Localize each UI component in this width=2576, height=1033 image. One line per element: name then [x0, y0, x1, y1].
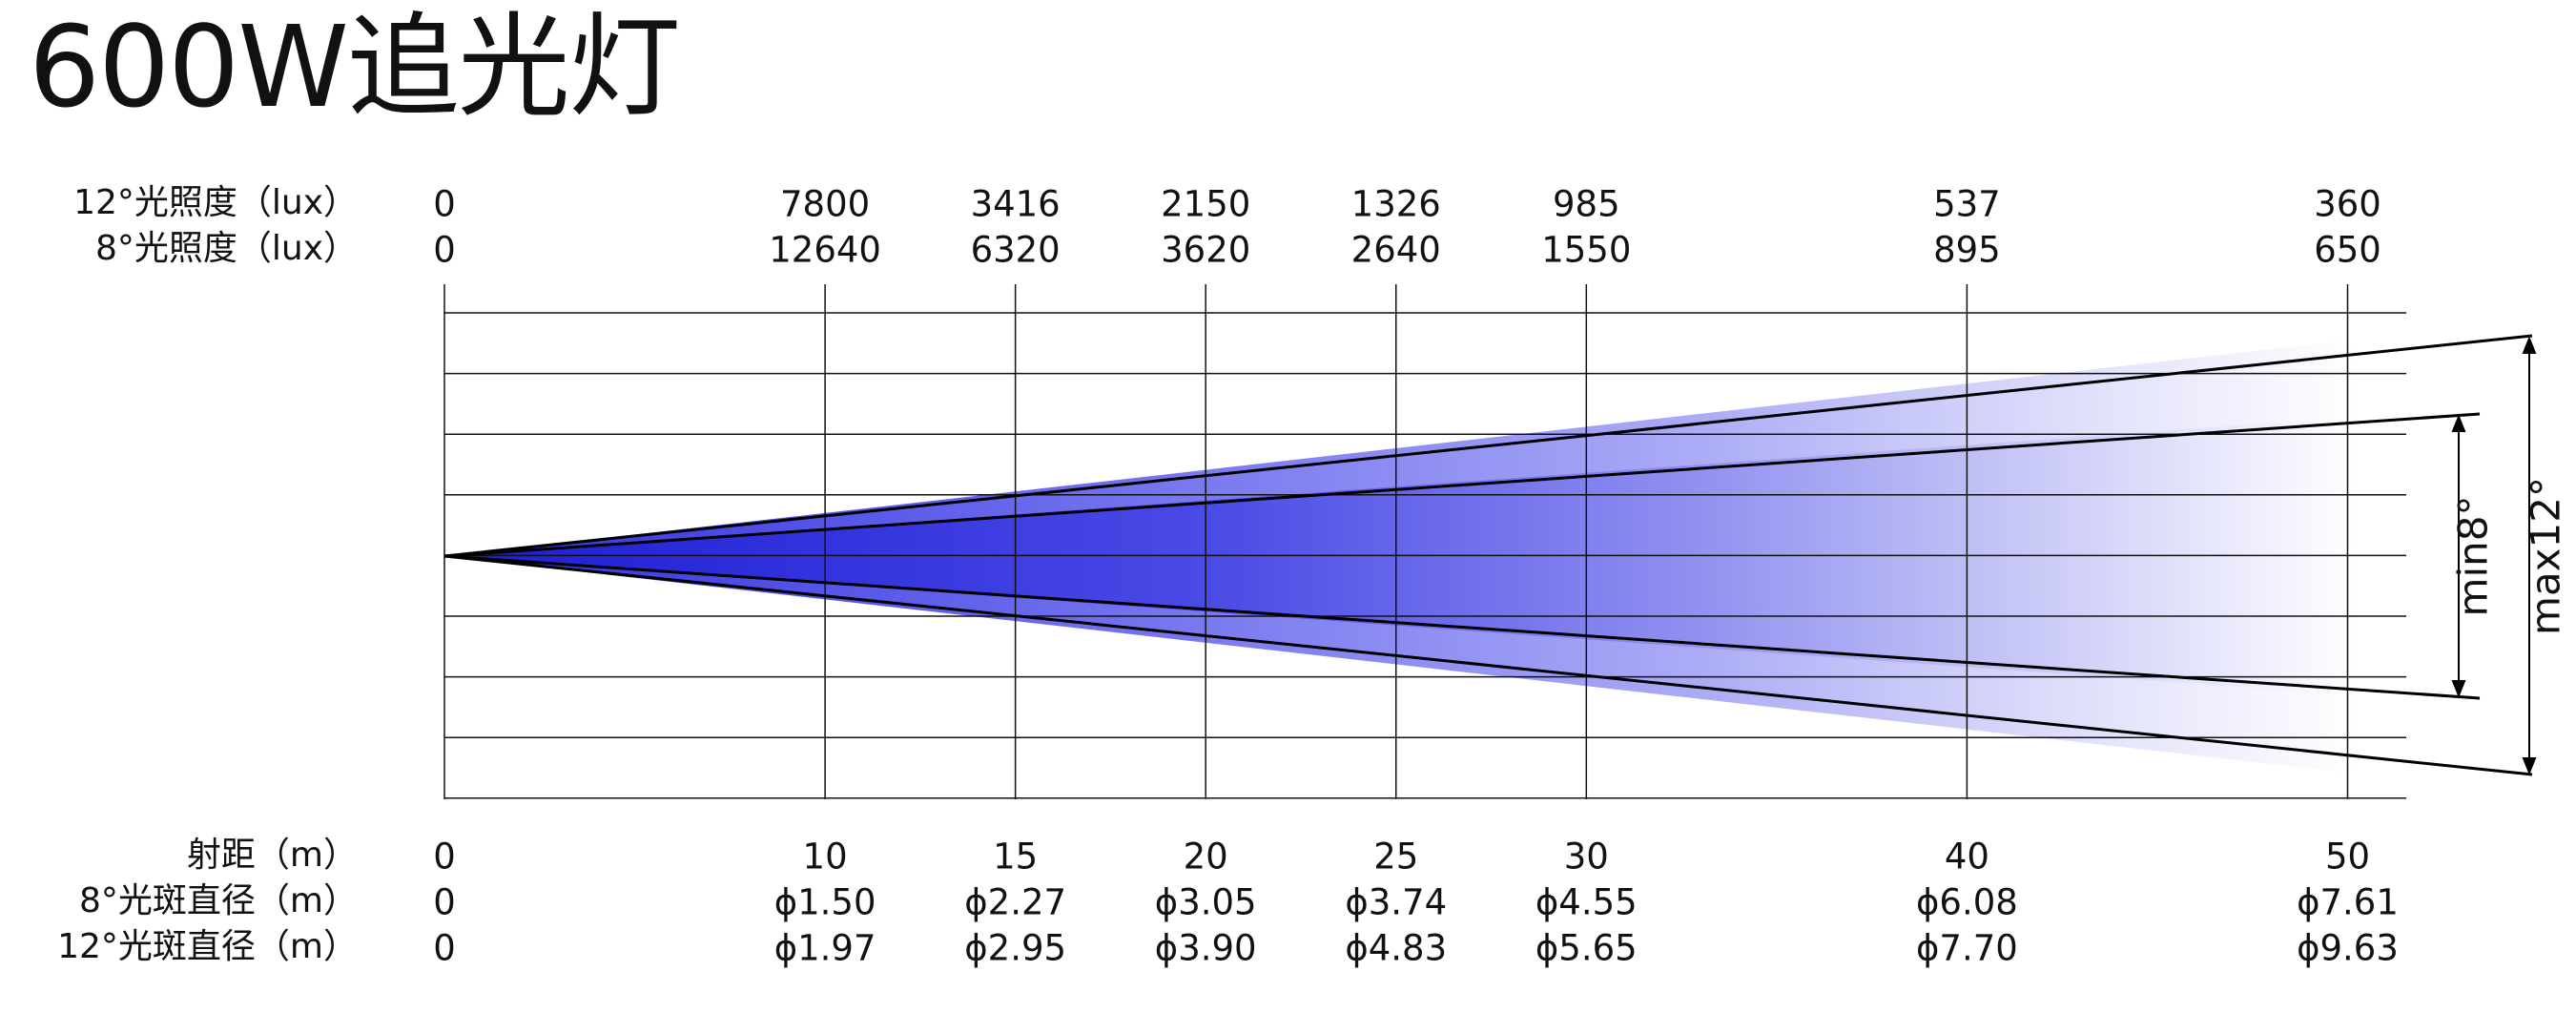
distance-value: 15	[993, 837, 1038, 878]
spot-8deg-value: ϕ3.05	[1155, 882, 1257, 923]
page-title: 600W追光灯	[29, 1, 681, 133]
lux-12deg-value: 1326	[1351, 184, 1441, 225]
lux-8deg-value: 12640	[769, 230, 881, 271]
distance-value: 40	[1945, 837, 1989, 878]
lux-12deg-value: 7800	[780, 184, 870, 225]
beam-12deg-upper-edge	[443, 334, 2533, 558]
distance-value: 20	[1184, 837, 1228, 878]
spot-8deg-value: ϕ7.61	[2297, 882, 2399, 923]
beam-8deg-lower-edge	[443, 554, 2481, 700]
spot-8deg-value: ϕ4.55	[1535, 882, 1638, 923]
lux-12deg-value: 0	[433, 184, 456, 225]
spot-8deg-value: ϕ6.08	[1916, 882, 2018, 923]
spot-12deg-value: ϕ3.90	[1155, 928, 1257, 969]
min-angle-arrow-top	[2451, 414, 2466, 432]
spot-8deg-value: ϕ1.50	[774, 882, 876, 923]
beam-8deg-upper-edge	[443, 412, 2481, 558]
spot-8deg-value: 0	[433, 882, 456, 923]
beam-12deg-lower-edge	[443, 554, 2533, 776]
spot-12deg-label: 12°光斑直径（m）	[57, 927, 358, 966]
lux-12deg-value: 360	[2314, 184, 2381, 225]
spot-8deg-label: 8°光斑直径（m）	[79, 881, 358, 920]
lux-8deg-value: 1550	[1541, 230, 1631, 271]
lux-8deg-label: 8°光照度（lux）	[95, 229, 358, 268]
spot-12deg-value: ϕ7.70	[1916, 928, 2018, 969]
lux-8deg-value: 895	[1933, 230, 2001, 271]
spot-12deg-value: ϕ4.83	[1345, 928, 1447, 969]
lux-8deg-value: 0	[433, 230, 456, 271]
max-angle-label: max12°	[2523, 477, 2569, 635]
distance-value: 50	[2325, 837, 2370, 878]
lux-12deg-value: 2150	[1161, 184, 1250, 225]
max-angle-arrow-top	[2522, 336, 2537, 354]
min-angle-label: min8°	[2450, 496, 2497, 617]
horizontal-grid	[444, 312, 2406, 799]
value-rows: 0 7800 3416 2150 1326 985 537 360 0 12640 6320 3620…	[433, 184, 2399, 969]
lux-12deg-label: 12°光照度（lux）	[73, 183, 358, 222]
lux-8deg-value: 6320	[971, 230, 1061, 271]
spot-12deg-value: ϕ1.97	[774, 928, 876, 969]
beam-edges	[443, 334, 2533, 776]
distance-label: 射距（m）	[187, 836, 358, 875]
vertical-grid	[443, 284, 2349, 799]
lux-8deg-value: 3620	[1161, 230, 1250, 271]
spot-12deg-value: ϕ9.63	[2297, 928, 2399, 969]
max-angle-arrow-bottom	[2522, 757, 2537, 775]
distance-value: 0	[433, 837, 456, 878]
distance-value: 10	[803, 837, 848, 878]
lux-8deg-value: 2640	[1351, 230, 1441, 271]
lux-12deg-value: 3416	[971, 184, 1061, 225]
lux-12deg-value: 985	[1553, 184, 1620, 225]
distance-value: 30	[1564, 837, 1609, 878]
lux-8deg-value: 650	[2314, 230, 2381, 271]
spot-12deg-value: ϕ5.65	[1535, 928, 1638, 969]
lux-12deg-value: 537	[1933, 184, 2001, 225]
spot-8deg-value: ϕ2.27	[964, 882, 1066, 923]
spot-8deg-value: ϕ3.74	[1345, 882, 1447, 923]
angle-markers	[2451, 336, 2537, 775]
spot-12deg-value: 0	[433, 928, 456, 969]
spot-12deg-value: ϕ2.95	[964, 928, 1066, 969]
distance-value: 25	[1373, 837, 1418, 878]
min-angle-arrow-bottom	[2451, 680, 2466, 698]
